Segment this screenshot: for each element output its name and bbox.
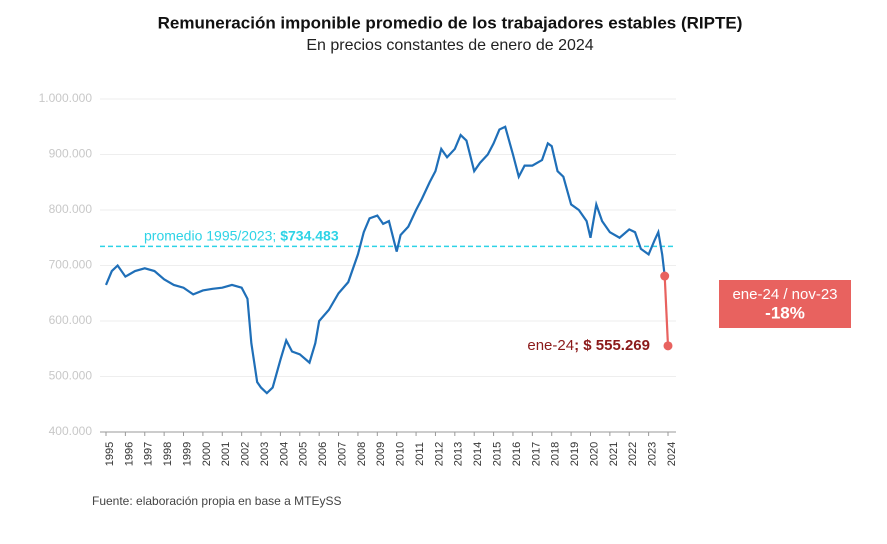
x-tick-label: 2013	[453, 442, 465, 466]
x-tick-label: 1997	[143, 442, 155, 466]
x-tick-label: 2022	[627, 442, 639, 466]
end-label-date: ene-24	[527, 337, 574, 354]
x-tick-label: 2015	[491, 442, 503, 466]
end-label: ene-24; $ 555.269	[527, 337, 650, 354]
x-tick-label: 1995	[104, 442, 116, 466]
x-tick-label: 2002	[240, 442, 252, 466]
chart-subtitle: En precios constantes de enero de 2024	[306, 37, 593, 54]
x-tick-label: 2020	[588, 442, 600, 466]
x-tick-label: 2007	[336, 442, 348, 466]
y-tick-label: 500.000	[49, 369, 93, 383]
y-tick-label: 400.000	[49, 424, 93, 438]
x-tick-label: 2003	[259, 442, 271, 466]
x-tick-label: 2009	[375, 442, 387, 466]
y-tick-label: 800.000	[49, 202, 93, 216]
change-box-label: ene-24 / nov-23	[732, 286, 837, 303]
x-tick-label: 2010	[395, 442, 407, 466]
x-tick-label: 2000	[201, 442, 213, 466]
average-label-text: promedio 1995/2023;	[144, 227, 280, 243]
y-tick-label: 600.000	[49, 313, 93, 327]
x-tick-label: 2008	[356, 442, 368, 466]
end-marker	[660, 271, 670, 281]
x-tick-label: 2017	[530, 442, 542, 466]
x-tick-label: 2023	[647, 442, 659, 466]
y-tick-label: 1.000.000	[39, 91, 93, 105]
source-note: Fuente: elaboración propia en base a MTE…	[92, 494, 341, 508]
end-marker	[663, 341, 673, 351]
chart-title: Remuneración imponible promedio de los t…	[158, 13, 743, 32]
line-series	[104, 125, 666, 395]
x-tick-label: 2016	[511, 442, 523, 466]
x-tick-label: 1996	[123, 442, 135, 466]
average-label: promedio 1995/2023; $734.483	[144, 227, 339, 243]
average-value-label: $734.483	[280, 227, 339, 243]
x-tick-label: 2019	[569, 442, 581, 466]
change-box	[719, 280, 851, 328]
x-tick-label: 2011	[414, 442, 426, 466]
x-tick-label: 2021	[608, 442, 620, 466]
x-tick-label: 2024	[666, 442, 678, 466]
x-tick-label: 2018	[550, 442, 562, 466]
x-tick-label: 1999	[181, 442, 193, 466]
line-series	[663, 275, 670, 346]
x-tick-label: 2006	[317, 442, 329, 466]
y-tick-label: 700.000	[49, 258, 93, 272]
y-tick-label: 900.000	[49, 147, 93, 161]
x-tick-label: 2001	[220, 442, 232, 466]
x-tick-label: 2014	[472, 442, 484, 466]
x-tick-label: 1998	[162, 442, 174, 466]
x-tick-label: 2004	[278, 442, 290, 466]
end-label-value: ; $ 555.269	[574, 337, 650, 354]
change-box-value: -18%	[765, 303, 805, 322]
x-tick-label: 2005	[298, 442, 310, 466]
x-tick-label: 2012	[433, 442, 445, 466]
